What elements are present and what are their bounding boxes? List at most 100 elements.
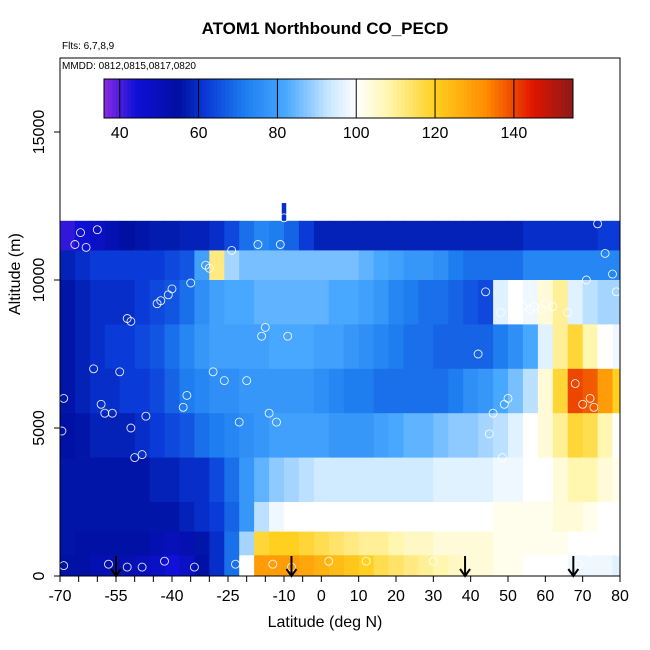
heatmap-cell	[493, 502, 509, 533]
heatmap-layer	[60, 203, 620, 576]
heatmap-cell	[149, 250, 166, 281]
colorbar-segment	[518, 79, 523, 118]
heatmap-cell	[194, 250, 210, 281]
colorbar-segment	[498, 79, 504, 118]
heatmap-cell	[522, 531, 539, 556]
heatmap-cell	[418, 220, 434, 251]
colorbar-segment	[526, 79, 531, 118]
heatmap-cell	[209, 555, 225, 576]
heatmap-cell	[478, 324, 494, 370]
heatmap-cell	[149, 413, 166, 459]
heatmap-cell	[328, 250, 345, 281]
heatmap-cell	[74, 555, 91, 576]
heatmap-cell	[433, 250, 449, 281]
colorbar-segment	[408, 79, 414, 118]
sample-circle	[600, 248, 610, 258]
heatmap-cell	[508, 502, 524, 533]
colorbar-segment	[459, 79, 465, 118]
heatmap-cell	[478, 220, 494, 251]
heatmap-cell	[164, 413, 180, 459]
sample-circle	[76, 228, 85, 238]
colorbar-segment	[139, 79, 144, 118]
colorbar-segment	[522, 79, 527, 118]
heatmap-cell	[209, 531, 225, 556]
heatmap-cell	[373, 220, 390, 251]
heatmap-cell	[537, 220, 554, 251]
heatmap-cell	[194, 555, 210, 576]
heatmap-cell	[418, 280, 434, 325]
heatmap-cell	[343, 324, 360, 370]
heatmap-cell	[104, 220, 121, 251]
heatmap-cell	[254, 413, 270, 459]
x-tick-label: -25	[216, 588, 239, 605]
heatmap-cell	[194, 280, 210, 325]
heatmap-cell	[478, 555, 494, 576]
heatmap-cell	[612, 413, 620, 459]
heatmap-cell	[328, 457, 345, 503]
heatmap-cell	[358, 220, 375, 251]
colorbar-segment	[256, 79, 261, 118]
colorbar-segment	[283, 79, 289, 118]
heatmap-cell	[493, 413, 509, 459]
colorbar-segment	[350, 79, 355, 118]
heatmap-cell	[537, 413, 554, 459]
colorbar-segment	[287, 79, 293, 118]
sample-circle	[89, 364, 99, 374]
sample-circle	[104, 559, 113, 569]
colorbar-segment	[295, 79, 300, 118]
sample-circle	[231, 559, 240, 569]
heatmap-cell	[224, 368, 240, 414]
colorbar-segment	[197, 79, 203, 118]
heatmap-cell	[463, 250, 479, 281]
heatmap-cell	[343, 280, 360, 325]
heatmap-cell	[224, 457, 240, 503]
sample-circle	[488, 408, 498, 418]
colorbar-segment	[318, 79, 324, 118]
colorbar-tick-label: 80	[269, 125, 287, 142]
colorbar-segment	[232, 79, 238, 118]
heatmap-cell	[597, 250, 614, 281]
heatmap-cell	[224, 220, 240, 251]
colorbar-segment	[541, 79, 547, 118]
heatmap-cell	[358, 368, 375, 414]
heatmap-cell	[298, 250, 315, 281]
heatmap-cell	[60, 502, 76, 533]
sample-circle	[182, 390, 192, 400]
heatmap-cell	[597, 280, 614, 325]
colorbar-segment	[553, 79, 558, 118]
sample-circle	[160, 556, 169, 566]
heatmap-cell	[134, 250, 151, 281]
x-axis-label: Latitude (deg N)	[267, 614, 383, 631]
heatmap-cell	[74, 280, 91, 325]
colorbar-segment	[451, 79, 457, 118]
colorbar-segment	[506, 79, 511, 118]
heatmap-cell	[239, 250, 255, 281]
sample-circle	[615, 547, 620, 557]
heatmap-cell	[597, 220, 614, 251]
heatmap-cell	[224, 280, 240, 325]
heatmap-cell	[239, 555, 255, 576]
heatmap-cell	[343, 368, 360, 414]
heatmap-isolated-cell	[281, 203, 287, 221]
heatmap-cell	[552, 250, 569, 281]
colorbar-segment	[158, 79, 164, 118]
colorbar-segment	[432, 79, 437, 118]
heatmap-cell	[328, 502, 345, 533]
heatmap-cell	[209, 413, 225, 459]
heatmap-cell	[194, 368, 210, 414]
heatmap-cell	[209, 457, 225, 503]
colorbar-segment	[322, 79, 328, 118]
colorbar-segment	[502, 79, 508, 118]
heatmap-cell	[328, 368, 345, 414]
heatmap-cell	[269, 250, 285, 281]
sample-circle	[585, 547, 595, 557]
heatmap-cell	[493, 220, 509, 251]
heatmap-cell	[463, 324, 479, 370]
colorbar-segment	[463, 79, 468, 118]
heatmap-cell	[343, 413, 360, 459]
colorbar-segment	[487, 79, 492, 118]
colorbar-segment	[420, 79, 425, 118]
x-tick-label: -70	[48, 588, 71, 605]
sample-circle	[137, 562, 147, 572]
heatmap-cell	[373, 502, 390, 533]
